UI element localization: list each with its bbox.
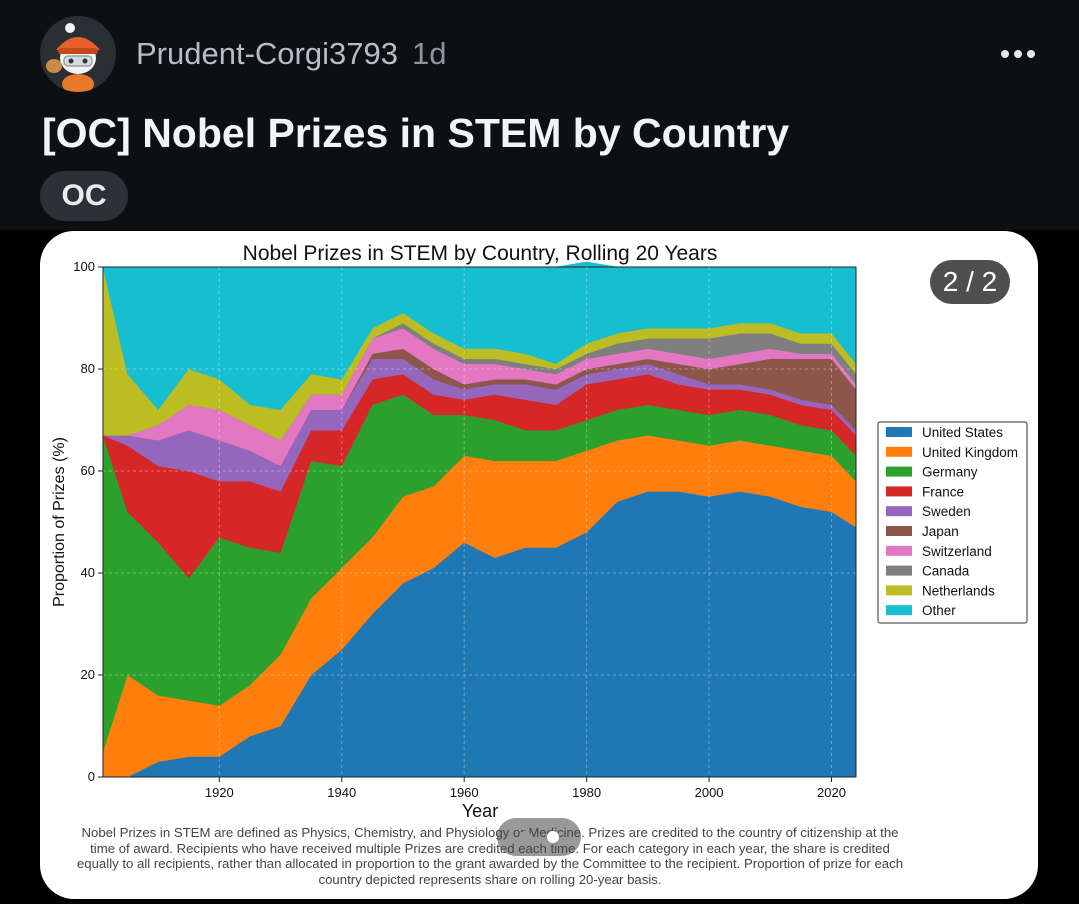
legend-label: Other — [922, 603, 956, 618]
y-tick-label: 80 — [81, 361, 95, 376]
legend-swatch — [886, 446, 912, 457]
chart-ticks: 1920 1940 1960 1980 2000 2020 0 20 40 60 80 100 — [73, 259, 846, 800]
legend-label: Canada — [922, 564, 970, 579]
legend-swatch — [886, 486, 912, 497]
y-tick-label: 20 — [81, 667, 95, 682]
post-age: 1d — [411, 36, 447, 71]
legend-swatch — [886, 466, 912, 477]
more-horizontal-icon — [1001, 50, 1035, 58]
legend-swatch — [886, 565, 912, 576]
legend-label: Japan — [922, 524, 959, 539]
post-author[interactable]: Prudent-Corgi3793 1d — [136, 36, 446, 72]
post-header: Prudent-Corgi3793 1d [OC] Nobel Prizes in… — [0, 0, 1079, 230]
legend-label: United Kingdom — [922, 445, 1018, 460]
more-options-button[interactable] — [996, 38, 1040, 70]
snoo-avatar-icon — [40, 16, 116, 92]
x-tick-label: 2000 — [695, 785, 724, 800]
image-counter: 2 / 2 — [930, 260, 1010, 304]
legend-label: Sweden — [922, 504, 971, 519]
page-dot-1[interactable] — [519, 831, 531, 843]
pagination-dots[interactable] — [497, 818, 581, 856]
legend-swatch — [886, 526, 912, 536]
chart-footnote: Nobel Prizes in STEM are defined as Phys… — [76, 825, 904, 887]
chart-title: Nobel Prizes in STEM by Country, Rolling… — [243, 242, 718, 265]
legend-swatch — [886, 545, 912, 556]
gallery-image[interactable]: Nobel Prizes in STEM by Country, Rolling… — [40, 231, 1038, 899]
legend-label: France — [922, 484, 964, 499]
chart-grid — [103, 267, 856, 777]
username[interactable]: Prudent-Corgi3793 — [136, 36, 398, 71]
legend-label: Switzerland — [922, 544, 992, 559]
y-tick-label: 0 — [88, 769, 95, 784]
x-tick-label: 1980 — [572, 785, 601, 800]
legend-label: United States — [922, 425, 1003, 440]
x-tick-label: 2020 — [817, 785, 846, 800]
stacked-area-chart: Nobel Prizes in STEM by Country, Rolling… — [51, 242, 1028, 821]
legend-label: Netherlands — [922, 583, 995, 598]
y-axis-label: Proportion of Prizes (%) — [51, 437, 68, 607]
legend-label: Germany — [922, 465, 978, 480]
legend-swatch — [886, 605, 912, 616]
plot-frame — [102, 266, 857, 778]
x-axis-label: Year — [462, 801, 498, 821]
avatar[interactable] — [40, 16, 116, 92]
chart-legend: United States United Kingdom Germany France… — [877, 421, 1028, 624]
y-tick-label: 60 — [81, 463, 95, 478]
x-tick-label: 1940 — [327, 785, 356, 800]
y-tick-label: 100 — [73, 259, 95, 274]
legend-swatch — [886, 427, 912, 437]
legend-swatch — [886, 585, 912, 596]
chart-areas — [102, 261, 857, 778]
post-flair[interactable]: OC — [40, 171, 128, 221]
y-tick-label: 40 — [81, 565, 95, 580]
page-dot-2-active[interactable] — [547, 831, 559, 843]
x-tick-label: 1920 — [205, 785, 234, 800]
legend-swatch — [886, 506, 912, 517]
post-title[interactable]: [OC] Nobel Prizes in STEM by Country — [42, 110, 790, 156]
x-tick-label: 1960 — [450, 785, 479, 800]
